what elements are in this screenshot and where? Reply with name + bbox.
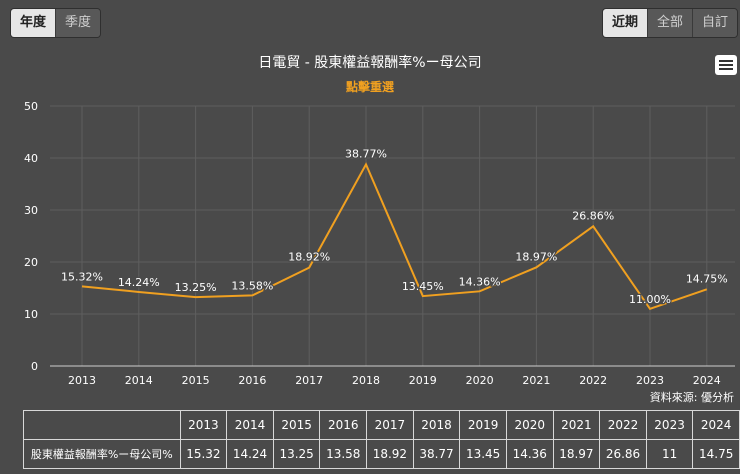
data-label: 15.32% <box>61 270 103 283</box>
table-header-cell: 2014 <box>226 410 274 440</box>
table-header-cell: 2023 <box>645 410 694 440</box>
data-label: 18.97% <box>515 250 557 263</box>
data-label: 13.58% <box>231 279 273 292</box>
table-cell: 11 <box>645 439 694 469</box>
y-tick-label: 50 <box>24 100 38 113</box>
tab-quarterly[interactable]: 季度 <box>56 9 101 37</box>
x-tick-label: 2020 <box>466 374 494 387</box>
hamburger-icon-bar <box>719 68 733 70</box>
tab-all[interactable]: 全部 <box>647 9 693 37</box>
table-row-label: 股東權益報酬率%ー母公司% <box>23 439 181 469</box>
table-header-cell: 2022 <box>599 410 647 440</box>
table-header-cell: 2015 <box>272 410 321 440</box>
data-label: 14.75% <box>686 272 728 285</box>
chart-title: 日電貿 - 股東權益報酬率%ー母公司 <box>258 55 482 71</box>
period-toggle: 年度 季度 <box>10 8 102 38</box>
data-label: 13.45% <box>402 280 444 293</box>
x-tick-label: 2024 <box>693 374 721 387</box>
x-tick-label: 2014 <box>125 374 153 387</box>
table-corner-cell <box>23 410 181 440</box>
tab-annual[interactable]: 年度 <box>11 9 57 37</box>
data-label: 13.25% <box>175 281 217 294</box>
y-tick-label: 40 <box>24 152 38 165</box>
tab-recent[interactable]: 近期 <box>602 9 648 37</box>
hamburger-icon-bar <box>719 64 733 66</box>
table-header-cell: 2017 <box>366 410 414 440</box>
table-header-cell: 2016 <box>319 410 368 440</box>
x-tick-label: 2019 <box>409 374 437 387</box>
table-cell: 38.77 <box>412 439 461 469</box>
reset-selection-link[interactable]: 點擊重選 <box>345 80 394 94</box>
x-tick-label: 2022 <box>579 374 607 387</box>
data-table: 2013 2014 2015 2016 2017 2018 2019 2020 2021 2022… <box>23 410 740 469</box>
tab-custom[interactable]: 自訂 <box>692 9 737 37</box>
table-header-cell: 2020 <box>505 410 554 440</box>
x-tick-label: 2016 <box>238 374 266 387</box>
data-label: 14.36% <box>459 275 501 288</box>
series-line <box>81 162 708 310</box>
x-tick-label: 2021 <box>522 374 550 387</box>
y-tick-label: 20 <box>24 256 38 269</box>
table-cell: 13.25 <box>272 439 321 469</box>
table-header-cell: 2019 <box>459 410 507 440</box>
chart-menu-button[interactable] <box>715 55 737 75</box>
data-label: 26.86% <box>572 209 614 222</box>
x-tick-label: 2013 <box>68 374 96 387</box>
hamburger-icon <box>719 60 733 62</box>
table-header-cell: 2021 <box>552 410 601 440</box>
x-tick-label: 2023 <box>636 374 664 387</box>
range-toggle: 近期 全部 自訂 <box>601 8 738 38</box>
table-header-cell: 2018 <box>412 410 461 440</box>
table-cell: 13.45 <box>459 439 507 469</box>
table-header-cell: 2013 <box>179 410 228 440</box>
table-header-row: 2013 2014 2015 2016 2017 2018 2019 2020 2021 2022… <box>23 410 740 440</box>
table-cell: 15.32 <box>179 439 228 469</box>
table-header-cell: 2024 <box>692 410 740 440</box>
line-chart: 0 10 20 30 40 50 2013 2014 2015 2016 2017 2018 2019 2… <box>24 100 735 387</box>
y-tick-label: 0 <box>31 360 38 373</box>
x-tick-label: 2018 <box>352 374 380 387</box>
data-label: 14.24% <box>118 276 160 289</box>
table-cell: 18.92 <box>366 439 414 469</box>
y-tick-label: 30 <box>24 204 38 217</box>
x-tick-label: 2017 <box>295 374 323 387</box>
table-cell: 26.86 <box>599 439 647 469</box>
table-cell: 18.97 <box>552 439 601 469</box>
table-row: 股東權益報酬率%ー母公司% 15.32 14.24 13.25 13.58 18.92 38… <box>23 439 740 469</box>
source-note: 資料來源: 優分析 <box>649 391 734 404</box>
data-label: 38.77% <box>345 147 387 160</box>
x-tick-label: 2015 <box>182 374 210 387</box>
table-cell: 13.58 <box>319 439 368 469</box>
table-cell: 14.75 <box>692 439 740 469</box>
table-cell: 14.24 <box>226 439 274 469</box>
data-label: 18.92% <box>288 251 330 264</box>
table-cell: 14.36 <box>505 439 554 469</box>
y-tick-label: 10 <box>24 308 38 321</box>
data-label: 11.00% <box>629 293 671 306</box>
